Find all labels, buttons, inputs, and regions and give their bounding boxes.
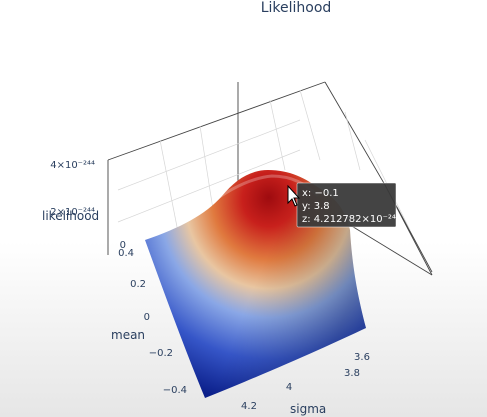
hover-y-text: y: 3.8 [302,201,330,212]
y-tick-label: 4.2 [241,401,257,412]
x-tick-label: 0.2 [130,279,146,290]
z-tick-label: 4×10⁻²⁴⁴ [50,160,95,171]
chart-title: Likelihood [261,0,332,16]
hover-tooltip: x: −0.1 y: 3.8 z: 4.212782×10⁻²⁴⁴ [291,182,400,228]
hover-x-text: x: −0.1 [302,188,339,199]
y-axis-title: sigma [290,402,326,416]
y-tick-label: 4 [286,382,292,393]
x-tick-label: −0.4 [163,385,187,396]
x-axis-title: mean [111,328,145,342]
z-tick-labels: 0 2×10⁻²⁴⁴ 4×10⁻²⁴⁴ [50,160,126,251]
box-edge-top-right [324,81,386,186]
y-tick-labels: 3.6 3.8 4 4.2 [241,352,370,412]
grid-line [117,119,301,191]
x-tick-label: −0.2 [149,348,173,359]
z-axis-title: likelihood [42,209,99,223]
axis-front-lines [349,224,433,276]
x-tick-label: 0 [144,312,150,323]
x-tick-labels: 0.4 0.2 0 −0.2 −0.4 [118,248,187,396]
x-tick-label: 0.4 [118,248,134,259]
grid-line [159,139,179,233]
grid-line [299,89,321,161]
box-edge-top-left [107,81,326,161]
box-edge-front-right [349,224,433,276]
z-tick-label: 0 [120,240,126,251]
z-tick-label: 2×10⁻²⁴⁴ [50,207,95,218]
grid-line [269,99,286,171]
mouse-pointer-icon [287,184,301,207]
grid-line [199,125,215,217]
y-tick-label: 3.8 [344,368,360,379]
y-tick-label: 3.6 [354,352,370,363]
grid-line [344,111,361,171]
hover-z-text: z: 4.212782×10⁻²⁴⁴ [302,214,400,225]
